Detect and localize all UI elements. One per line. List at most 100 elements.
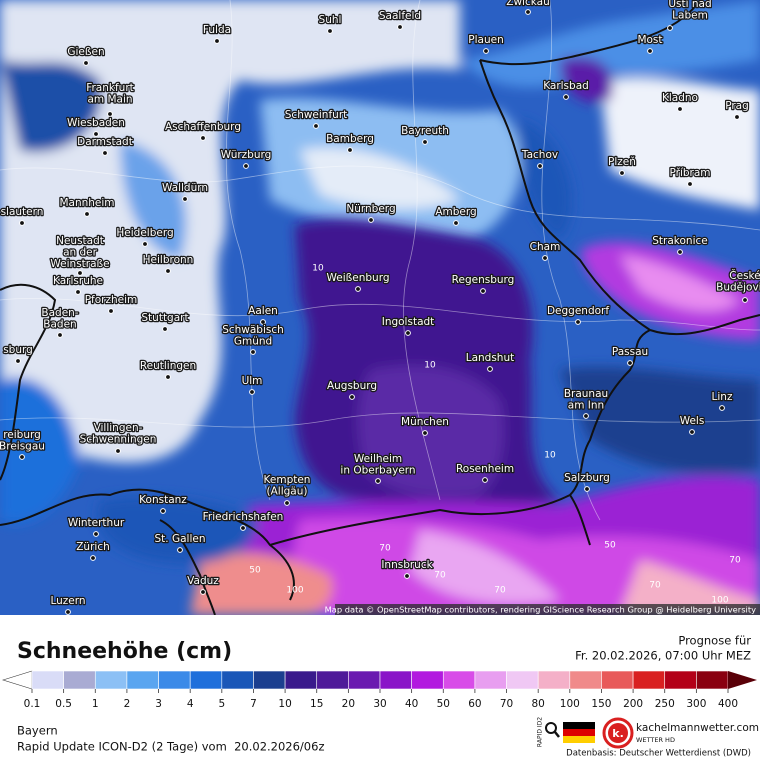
city: sburg <box>2 343 34 364</box>
city: Passau <box>611 345 649 366</box>
city-dot <box>734 114 740 120</box>
colorbar-tick-label: 15 <box>310 698 323 710</box>
city-label: Saalfeld <box>379 10 421 22</box>
city-label: Aalen <box>248 305 278 317</box>
attribution: Map data © OpenStreetMap contributors, r… <box>325 605 757 615</box>
colorbar-box <box>253 670 286 690</box>
colorbar-box <box>158 670 191 690</box>
colorbar-tick-label: 200 <box>623 698 643 710</box>
city-dot <box>19 220 25 226</box>
city-dot <box>349 394 355 400</box>
city: Konstanz <box>138 493 189 514</box>
city-label: Amberg <box>435 206 476 218</box>
colorbar-box <box>94 670 128 690</box>
city-label: Salzburg <box>564 472 610 484</box>
city-label: Karlsbad <box>543 80 589 92</box>
attribution-band <box>335 604 760 615</box>
city-dot <box>243 163 249 169</box>
colorbar-tick-label: 20 <box>342 698 355 710</box>
city-label: Heidelberg <box>116 227 173 239</box>
city-label: Wels <box>680 415 705 427</box>
city-dot <box>160 508 166 514</box>
magnifier-handle <box>554 731 560 738</box>
city-label: Augsburg <box>327 380 377 392</box>
region-name: Bayern <box>17 724 58 738</box>
city-dot <box>368 217 374 223</box>
city-label: Ingolstadt <box>382 316 435 328</box>
city: Cham <box>528 240 562 261</box>
city: Wiesbaden <box>66 116 126 137</box>
city: slautern <box>0 205 45 226</box>
city: Plauen <box>467 33 505 54</box>
city: Augsburg <box>326 379 378 400</box>
city-dot <box>619 170 625 176</box>
city-dot <box>480 288 486 294</box>
city-dot <box>422 139 428 145</box>
city-label: Nürnberg <box>346 203 395 215</box>
city: ČeskéBudějovice <box>715 268 760 303</box>
logo-letter: k. <box>612 727 624 740</box>
city-dot <box>689 429 695 435</box>
colorbar-tick-label: 50 <box>437 698 450 710</box>
city: Bayreuth <box>400 124 450 145</box>
magnifier-icon <box>545 722 557 734</box>
city-dot <box>249 389 255 395</box>
city-label: Pforzheim <box>85 294 138 306</box>
city-label: sburg <box>3 344 33 356</box>
city-label: Weinstraße <box>50 258 109 270</box>
colorbar-box <box>696 670 729 690</box>
city-label: St. Gallen <box>155 533 206 545</box>
colorbar-tick-label: 0.5 <box>55 698 72 710</box>
city-dot <box>165 268 171 274</box>
city-label: Karlsruhe <box>53 275 103 287</box>
city-dot <box>397 24 403 30</box>
city: Ulm <box>240 374 264 395</box>
city-label: (Allgäu) <box>267 486 308 498</box>
colorbar-arrow-high <box>728 671 757 689</box>
city: Friedrichshafen <box>201 510 285 531</box>
city-label: Mannheim <box>59 197 114 209</box>
city-label: Baden <box>43 319 76 331</box>
colorbar-tick-label: 40 <box>405 698 418 710</box>
city: Gießen <box>66 45 106 66</box>
city-dot <box>115 448 121 454</box>
city-label: Příbram <box>669 167 710 179</box>
city-dot <box>677 249 683 255</box>
city-dot <box>284 500 290 506</box>
city-label: Bamberg <box>326 133 374 145</box>
city: Bamberg <box>325 132 375 153</box>
city-dot <box>487 366 493 372</box>
colorbar-tick-label: 300 <box>686 698 706 710</box>
city-label: České <box>729 269 760 282</box>
city-dot <box>260 319 266 325</box>
city: Aschaffenburg <box>164 120 242 141</box>
colorbar-tick-label: 1 <box>92 698 99 710</box>
city-dot <box>65 609 71 615</box>
city: Karlsruhe <box>52 274 104 295</box>
colorbar-tick-label: 10 <box>278 698 291 710</box>
city-dot <box>453 220 459 226</box>
legend: Schneehöhe (cm) Prognose für Fr. 20.02.2… <box>1 634 759 759</box>
city-dot <box>647 48 653 54</box>
city-label: Plzeň <box>608 156 636 168</box>
city-dot <box>75 289 81 295</box>
city-label: Breisgau <box>0 441 45 453</box>
legend-title: Schneehöhe (cm) <box>17 639 232 664</box>
city-label: Ulm <box>242 375 263 387</box>
city-label: Vaduz <box>187 575 219 587</box>
city: Suhl <box>317 13 343 34</box>
city-dot <box>584 486 590 492</box>
city-label: Villingen- <box>94 422 143 434</box>
city-dot <box>15 358 21 364</box>
city: Plzeň <box>607 155 637 176</box>
colorbar-tick-label: 5 <box>218 698 225 710</box>
city-label: Schwäbisch <box>222 324 284 336</box>
city-dot <box>182 196 188 202</box>
city-label: Bayreuth <box>401 125 449 137</box>
city-label: Budějovice <box>716 282 760 294</box>
city-label: Suhl <box>319 14 342 26</box>
